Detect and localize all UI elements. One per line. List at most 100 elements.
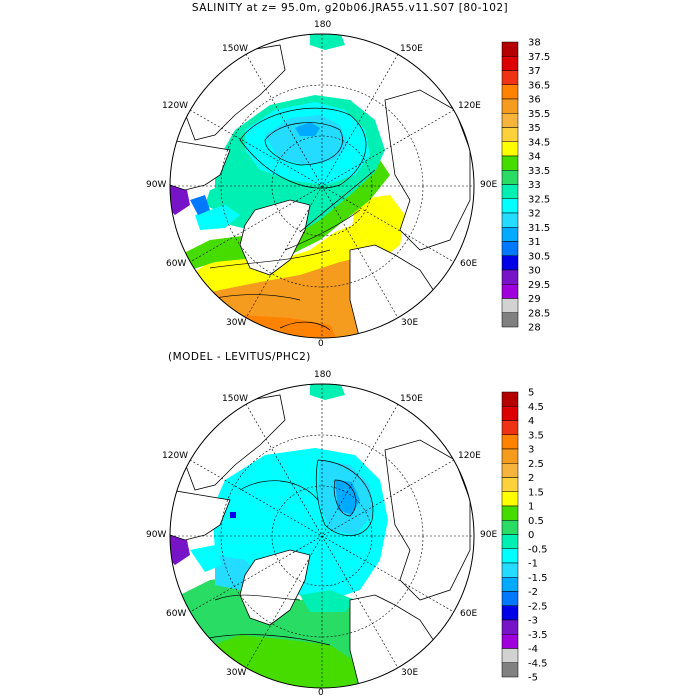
- salinity-colorbar-tick-label: 29.5: [528, 280, 550, 291]
- lon-label-120w-bottom: 120W: [162, 451, 189, 461]
- graticule-bottom: [170, 384, 474, 688]
- salinity-colorbar-swatch: [501, 284, 519, 299]
- salinity-field: [170, 34, 471, 338]
- salinity-colorbar-swatch: [501, 298, 519, 313]
- difference-colorbar-tick-label: 0: [528, 530, 534, 541]
- salinity-colorbar-tick-label: 37.5: [528, 52, 550, 63]
- difference-colorbar-swatch: [501, 420, 519, 435]
- salinity-colorbar-tick-label: 38: [528, 38, 541, 49]
- difference-colorbar-tick-label: -3.5: [528, 630, 548, 641]
- salinity-colorbar-swatch: [501, 127, 519, 142]
- lon-label-60w-bottom: 60W: [166, 609, 187, 619]
- salinity-colorbar-swatch: [501, 41, 519, 57]
- difference-colorbar-tick-label: 1.5: [528, 487, 544, 498]
- lon-label-30e-bottom: 30E: [401, 668, 419, 678]
- lon-label-60w-top: 60W: [166, 259, 187, 269]
- salinity-colorbar-tick-label: 31.5: [528, 223, 550, 234]
- difference-colorbar-swatch: [501, 634, 519, 649]
- salinity-colorbar-tick-label: 34: [528, 152, 541, 163]
- lon-label-120e-top: 120E: [458, 101, 481, 111]
- salinity-colorbar-tick-label: 36.5: [528, 80, 550, 91]
- difference-colorbar-swatch: [501, 391, 519, 407]
- difference-colorbar: 5 4.5 4 3.5 3 2.5 2 1.5 1 0.5 0 -0.5 -1 -1.5 -2 -2.5 -3 -…: [501, 388, 548, 684]
- difference-colorbar-swatch: [501, 477, 519, 492]
- difference-colorbar-tick-label: -1.5: [528, 573, 548, 584]
- lon-label-90e-bottom: 90E: [480, 530, 498, 540]
- difference-colorbar-tick-label: 4.5: [528, 402, 544, 413]
- difference-colorbar-swatch: [501, 648, 519, 663]
- salinity-colorbar-swatch: [501, 56, 519, 71]
- lon-label-60e-bottom: 60E: [460, 609, 478, 619]
- difference-colorbar-tick-label: -3: [528, 616, 538, 627]
- map-boundary: [169, 33, 475, 339]
- salinity-colorbar-tick-label: 30: [528, 266, 541, 277]
- difference-colorbar-tick-label: 0.5: [528, 516, 544, 527]
- difference-colorbar-swatch: [501, 548, 519, 564]
- salinity-colorbar-tick-label: 33.5: [528, 166, 550, 177]
- difference-colorbar-swatch: [501, 491, 519, 507]
- difference-colorbar-swatch: [501, 605, 519, 621]
- salinity-colorbar-swatch: [501, 227, 519, 242]
- difference-colorbar-swatch: [501, 505, 519, 521]
- difference-colorbar-swatch: [501, 577, 519, 592]
- difference-panel-title: (MODEL - LEVITUS/PHC2): [168, 351, 311, 363]
- salinity-colorbar: 38 37.5 37 36.5 36 35.5 35 34.5 34 33.5 33 32.5 32 31…: [501, 38, 550, 334]
- salinity-colorbar-tick-label: 28.5: [528, 308, 550, 319]
- salinity-colorbar-tick-label: 32.5: [528, 194, 550, 205]
- difference-colorbar-tick-label: -2: [528, 587, 538, 598]
- lon-label-150e-top: 150E: [400, 44, 423, 54]
- salinity-colorbar-tick-label: 37: [528, 66, 541, 77]
- map-boundary-bottom: [169, 383, 475, 689]
- salinity-colorbar-swatch: [501, 141, 519, 157]
- salinity-colorbar-tick-label: 28: [528, 323, 541, 334]
- salinity-colorbar-swatch: [501, 84, 519, 100]
- difference-colorbar-swatch: [501, 406, 519, 421]
- salinity-colorbar-swatch: [501, 155, 519, 171]
- lon-label-180-top: 180: [314, 20, 332, 30]
- difference-colorbar-tick-label: 3: [528, 445, 534, 456]
- difference-colorbar-tick-label: 5: [528, 388, 534, 399]
- salinity-colorbar-tick-label: 35.5: [528, 109, 550, 120]
- lon-label-150w-bottom: 150W: [222, 394, 249, 404]
- difference-colorbar-tick-label: 2: [528, 473, 534, 484]
- lon-label-120w-top: 120W: [162, 101, 189, 111]
- difference-colorbar-tick-label: 4: [528, 416, 534, 427]
- difference-colorbar-swatch: [501, 662, 519, 678]
- lon-label-60e-top: 60E: [460, 259, 478, 269]
- salinity-colorbar-swatch: [501, 269, 519, 285]
- lon-label-150w-top: 150W: [222, 44, 249, 54]
- salinity-colorbar-tick-label: 35: [528, 123, 541, 134]
- salinity-colorbar-tick-label: 29: [528, 294, 541, 305]
- difference-colorbar-tick-label: 2.5: [528, 459, 544, 470]
- salinity-colorbar-swatch: [501, 255, 519, 271]
- salinity-colorbar-swatch: [501, 98, 519, 114]
- salinity-colorbar-swatch: [501, 70, 519, 85]
- lon-label-30e-top: 30E: [401, 318, 419, 328]
- lon-label-90w-top: 90W: [146, 180, 167, 190]
- salinity-colorbar-swatch: [501, 241, 519, 256]
- difference-colorbar-swatch: [501, 562, 519, 578]
- lon-label-150e-bottom: 150E: [400, 394, 423, 404]
- difference-colorbar-tick-label: -1: [528, 559, 538, 570]
- salinity-colorbar-swatch: [501, 170, 519, 185]
- difference-colorbar-tick-label: -4.5: [528, 658, 548, 669]
- difference-colorbar-swatch: [501, 434, 519, 450]
- difference-colorbar-tick-label: -5: [528, 673, 538, 684]
- salinity-colorbar-tick-label: 31: [528, 237, 541, 248]
- map-title: SALINITY at z= 95.0m, g20b06.JRA55.v11.S…: [191, 2, 509, 14]
- difference-colorbar-swatch: [501, 534, 519, 549]
- lon-label-0-bottom: 0: [318, 688, 324, 698]
- lon-label-30w-bottom: 30W: [226, 668, 247, 678]
- difference-colorbar-tick-label: -4: [528, 644, 538, 655]
- salinity-colorbar-tick-label: 32: [528, 209, 541, 220]
- lon-label-30w-top: 30W: [226, 318, 247, 328]
- salinity-colorbar-swatch: [501, 113, 519, 128]
- salinity-difference-polar-map: 5 4.5 4 3.5 3 2.5 2 1.5 1 0.5 0 -0.5 -1 -1.5 -2 -2.5 -3 -…: [169, 383, 548, 689]
- lon-label-0-top: 0: [318, 339, 324, 349]
- lon-label-120e-bottom: 120E: [458, 451, 481, 461]
- salinity-colorbar-swatch: [501, 184, 519, 199]
- difference-colorbar-tick-label: 1: [528, 502, 534, 513]
- lon-label-90e-top: 90E: [480, 180, 498, 190]
- salinity-polar-map: 38 37.5 37 36.5 36 35.5 35 34.5 34 33.5 33 32.5 32 31…: [169, 33, 550, 339]
- difference-colorbar-swatch: [501, 463, 519, 478]
